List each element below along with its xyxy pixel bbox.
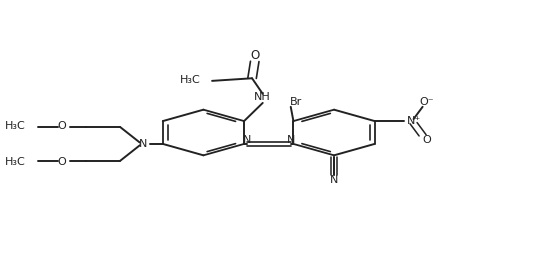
Text: Br: Br xyxy=(290,97,302,107)
Text: N: N xyxy=(330,175,338,186)
Text: NH: NH xyxy=(254,92,271,102)
Text: N: N xyxy=(287,135,295,145)
Text: H₃C: H₃C xyxy=(5,121,26,131)
Text: H₃C: H₃C xyxy=(5,157,26,167)
Text: O: O xyxy=(57,157,66,167)
Text: O⁻: O⁻ xyxy=(420,97,434,107)
Text: O: O xyxy=(422,135,431,145)
Text: O: O xyxy=(250,49,260,62)
Text: N⁺: N⁺ xyxy=(406,116,421,126)
Text: N: N xyxy=(139,139,147,149)
Text: O: O xyxy=(57,121,66,131)
Text: N: N xyxy=(243,135,251,145)
Text: H₃C: H₃C xyxy=(180,74,200,85)
